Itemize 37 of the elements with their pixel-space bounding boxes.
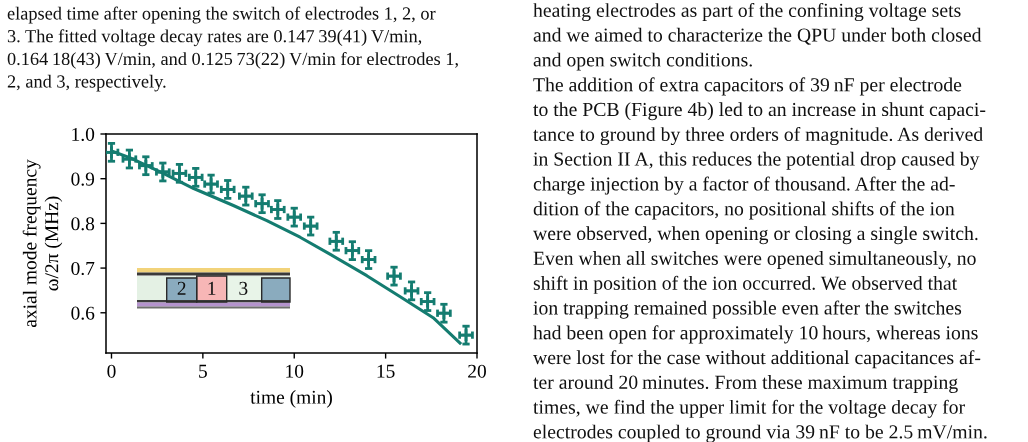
- x-tick-label: 15: [377, 364, 395, 378]
- y-axis-title: axial mode frequency ω/2π (MHz): [22, 159, 63, 328]
- y-tick-label: 0.6: [71, 306, 95, 320]
- text: shift in position of the ion occurred. We observed that: [533, 275, 958, 294]
- text: tance to ground by three orders of magnitude. As derived: [533, 126, 983, 146]
- text: Even when all switches were opened simultaneously, no: [533, 251, 976, 269]
- text: heating electrodes as part of the confining voltage sets: [533, 2, 961, 22]
- x-tick-label: 5: [199, 364, 207, 378]
- text: ter around 20 minutes. From these maximum trapping: [533, 375, 958, 393]
- text: were observed, when opening or closing a single switch.: [533, 226, 978, 245]
- annotation: 1: [208, 281, 216, 295]
- text: ion trapping remained possible even after the switches: [533, 300, 962, 319]
- text: in Section II A, this reduces the potential drop caused by: [533, 151, 980, 170]
- text: charge injection by a factor of thousand. After the ad-: [533, 176, 955, 195]
- annotation: 2: [177, 281, 186, 295]
- text: to the PCB (Figure 4b) led to an increase in shunt capaci-: [533, 102, 986, 121]
- text: electrodes coupled to ground via 39 nF to be 2.5 mV/min.: [533, 424, 987, 442]
- text: 0.164 18(43) V/min, and 0.125 73(22) V/min for electrodes 1,: [7, 51, 458, 69]
- text: and open switch conditions.: [533, 52, 752, 71]
- x-axis-title: time (min): [250, 390, 332, 408]
- text: elapsed time after opening the switch of electrodes 1, 2, or: [7, 6, 436, 24]
- text: The addition of extra capacitors of 39 nF per electrode: [533, 77, 962, 96]
- y-tick-label: 0.7: [71, 261, 95, 276]
- x-tick-label: 20: [468, 364, 486, 378]
- text: dition of the capacitors, no positional shifts of the ion: [533, 201, 955, 220]
- x-tick-label: 0: [107, 364, 116, 378]
- text: had been open for approximately 10 hours, whereas ions: [533, 325, 978, 344]
- text: and we aimed to characterize the QPU under both closed: [533, 27, 982, 45]
- annotation: 3: [239, 281, 248, 295]
- x-tick-label: 10: [286, 364, 304, 378]
- y-tick-label: 1.0: [72, 127, 95, 142]
- text: times, we find the upper limit for the voltage decay for: [533, 399, 965, 418]
- text: 2, and 3, respectively.: [7, 74, 166, 92]
- text: 3. The fitted voltage decay rates are 0.147 39(41) V/min,: [7, 29, 422, 47]
- y-tick-label: 0.9: [71, 172, 95, 186]
- text: were lost for the case without additional capacitances af-: [533, 350, 981, 369]
- y-tick-label: 0.8: [71, 217, 95, 231]
